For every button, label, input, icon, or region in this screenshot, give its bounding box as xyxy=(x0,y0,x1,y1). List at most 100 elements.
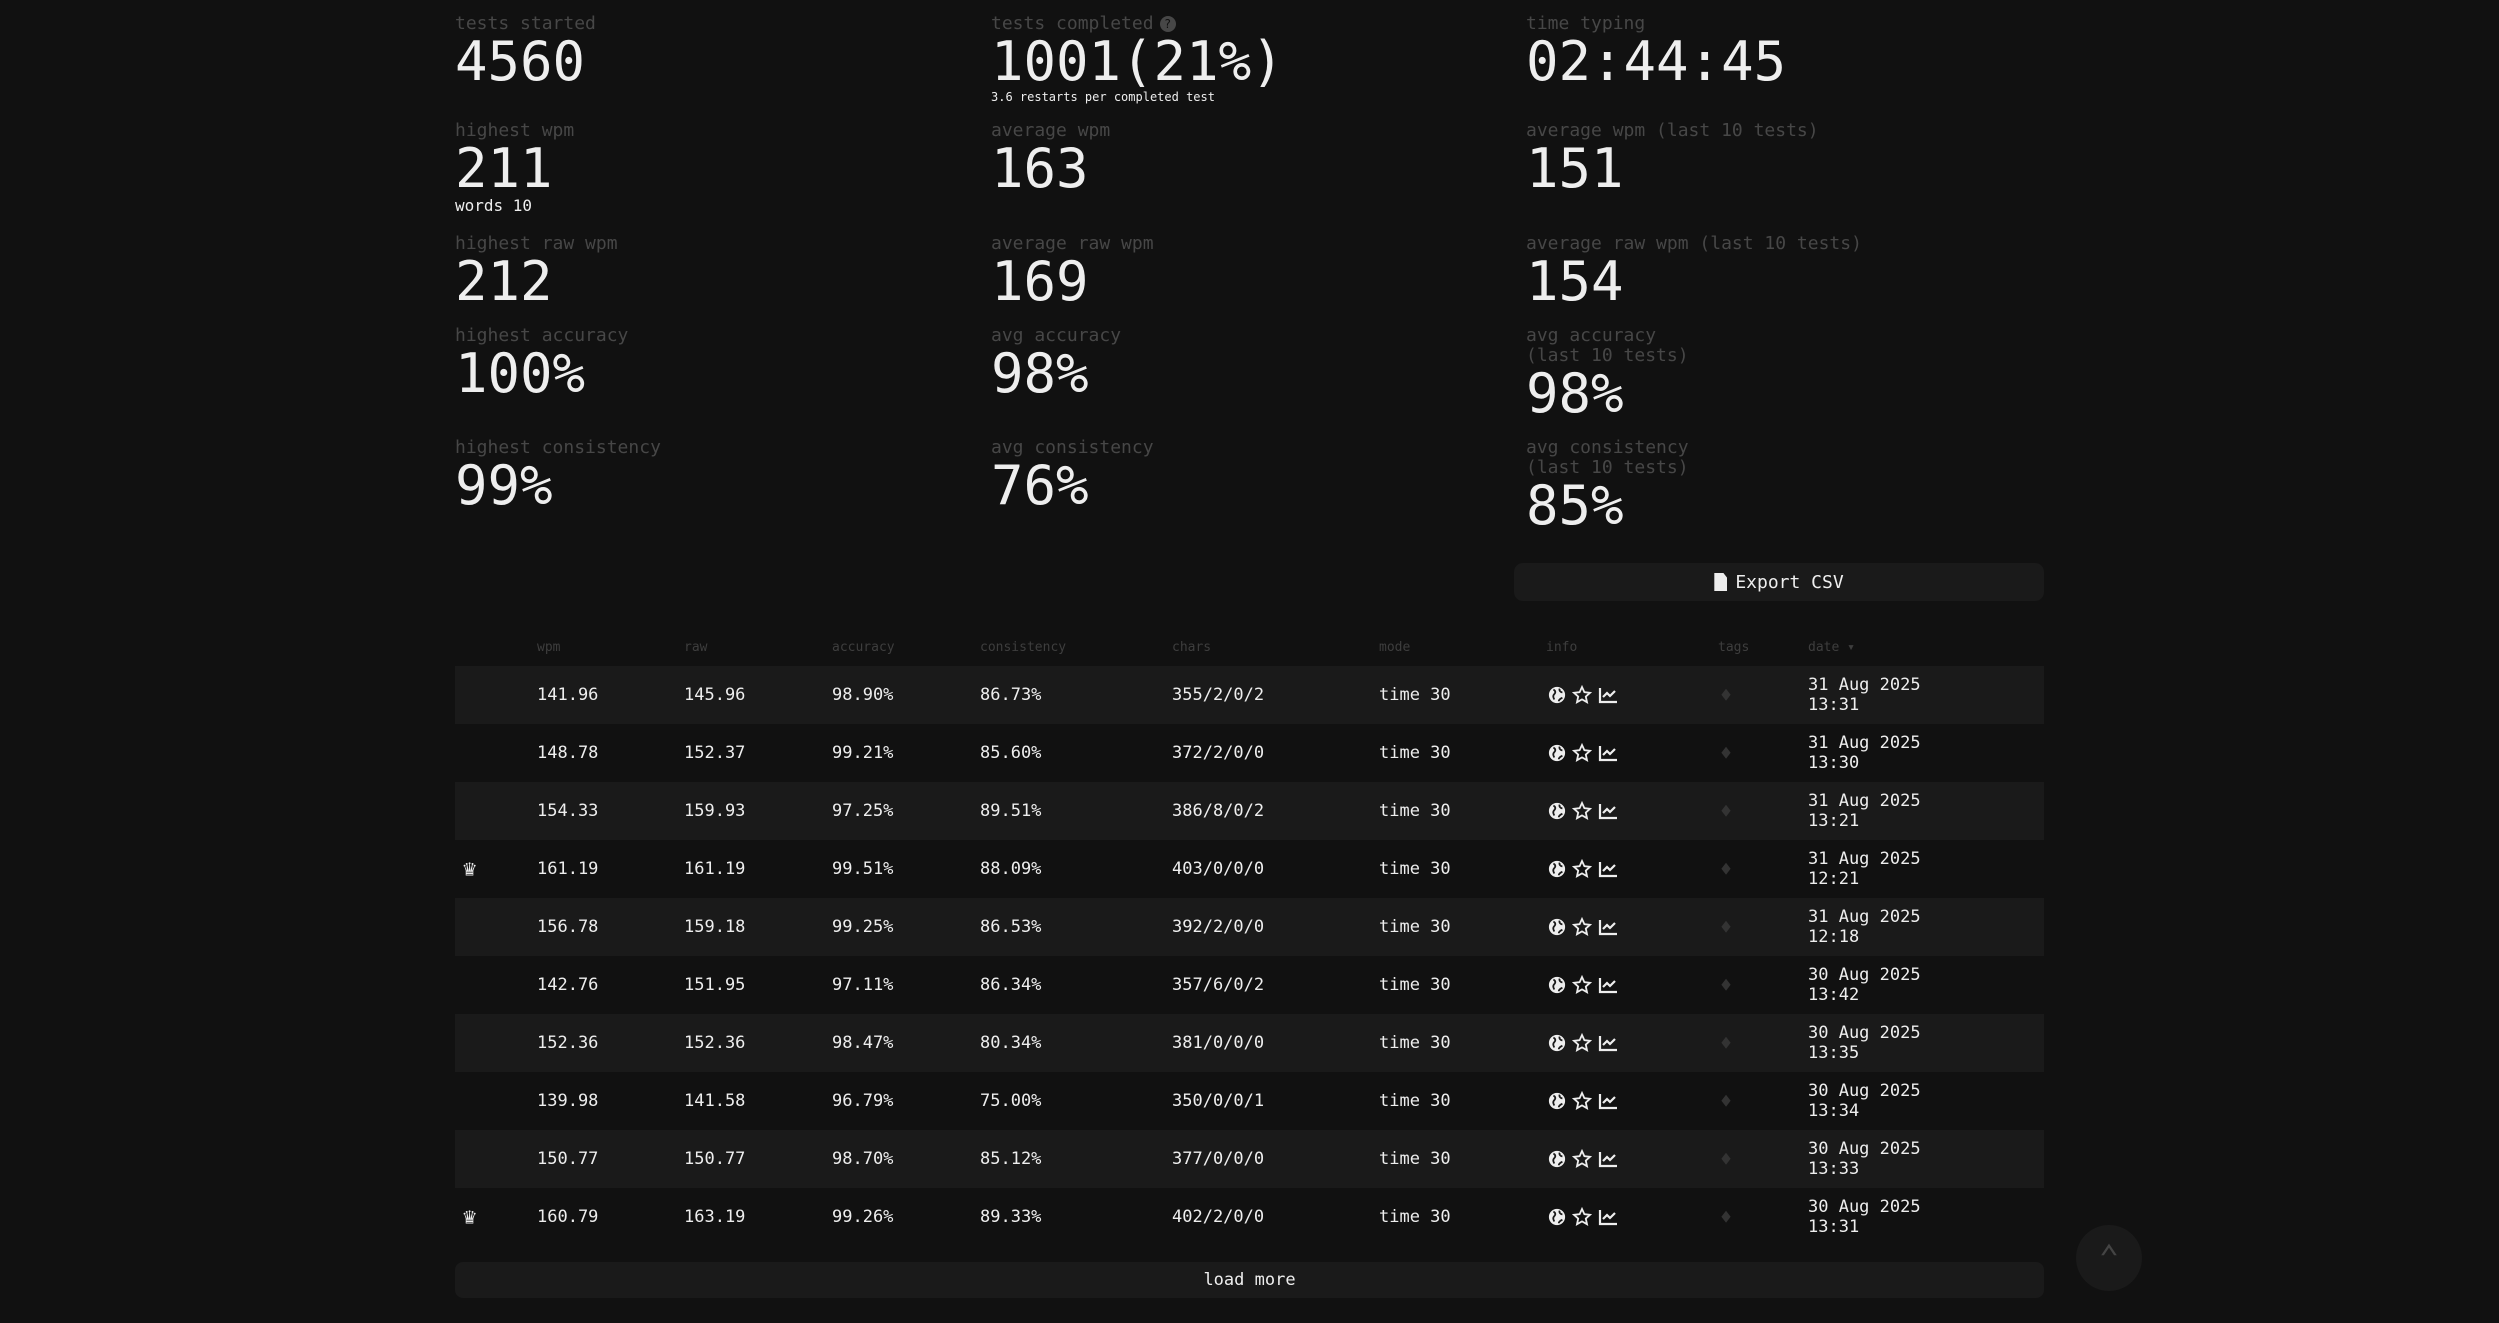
cell-chars: 357/6/0/2 xyxy=(1172,975,1265,995)
header-consistency[interactable]: consistency xyxy=(980,640,1067,655)
stat-label: average wpm xyxy=(991,121,1511,141)
header-raw[interactable]: raw xyxy=(684,640,708,655)
stat-label: highest wpm xyxy=(455,121,975,141)
star-icon[interactable] xyxy=(1572,975,1592,995)
cell-raw: 141.58 xyxy=(684,1091,746,1111)
stat-subtext: words 10 xyxy=(455,196,533,215)
star-icon[interactable] xyxy=(1572,859,1592,879)
stat-label: avg consistency (last 10 tests) xyxy=(1526,438,2046,478)
stat-value: 154 xyxy=(1526,250,1624,313)
stat-label-text: highest raw wpm xyxy=(455,233,618,254)
chart-line-icon[interactable] xyxy=(1598,1150,1618,1168)
cell-wpm: 152.36 xyxy=(537,1033,599,1053)
stat-label-text: avg accuracy (last 10 tests) xyxy=(1526,325,1689,366)
globe-icon[interactable] xyxy=(1548,1092,1566,1110)
star-icon[interactable] xyxy=(1572,685,1592,705)
globe-icon[interactable] xyxy=(1548,860,1566,878)
double-chevron-up-icon: ⌃ xyxy=(2098,1238,2120,1278)
cell-raw: 159.93 xyxy=(684,801,746,821)
cell-consistency: 89.33% xyxy=(980,1207,1042,1227)
chart-line-icon[interactable] xyxy=(1598,686,1618,704)
stat-average-wpm: average wpm 163 xyxy=(991,121,1511,197)
info-icons xyxy=(1548,801,1618,821)
tag-icon[interactable]: ♦ xyxy=(1720,1031,1733,1055)
chart-line-icon[interactable] xyxy=(1598,860,1618,878)
chart-line-icon[interactable] xyxy=(1598,918,1618,936)
chart-line-icon[interactable] xyxy=(1598,1034,1618,1052)
globe-icon[interactable] xyxy=(1548,686,1566,704)
cell-date: 30 Aug 2025 13:42 xyxy=(1808,965,1921,1005)
cell-accuracy: 99.25% xyxy=(832,917,894,937)
tag-icon[interactable]: ♦ xyxy=(1720,973,1733,997)
cell-accuracy: 96.79% xyxy=(832,1091,894,1111)
chart-line-icon[interactable] xyxy=(1598,802,1618,820)
table-header: wpm raw accuracy consistency chars mode … xyxy=(455,640,2044,662)
chart-line-icon[interactable] xyxy=(1598,1208,1618,1226)
cell-accuracy: 99.21% xyxy=(832,743,894,763)
table-row: ♛ 161.19 161.19 99.51% 88.09% 403/0/0/0 time 3… xyxy=(455,840,2044,898)
scroll-to-top-button[interactable]: ⌃ xyxy=(2076,1225,2142,1291)
globe-icon[interactable] xyxy=(1548,1208,1566,1226)
stat-value: 212 xyxy=(455,250,553,313)
stat-label-text: average wpm xyxy=(991,120,1111,141)
header-date-label: date xyxy=(1808,640,1840,655)
stat-label: tests started xyxy=(455,14,975,34)
stat-value: 163 xyxy=(991,137,1089,200)
tag-icon[interactable]: ♦ xyxy=(1720,1147,1733,1171)
chart-line-icon[interactable] xyxy=(1598,744,1618,762)
globe-icon[interactable] xyxy=(1548,918,1566,936)
chart-line-icon[interactable] xyxy=(1598,1092,1618,1110)
tag-icon[interactable]: ♦ xyxy=(1720,1089,1733,1113)
export-csv-button[interactable]: Export CSV xyxy=(1514,563,2044,601)
cell-raw: 159.18 xyxy=(684,917,746,937)
table-row: 142.76 151.95 97.11% 86.34% 357/6/0/2 time 30… xyxy=(455,956,2044,1014)
cell-wpm: 160.79 xyxy=(537,1207,599,1227)
header-accuracy[interactable]: accuracy xyxy=(832,640,895,655)
load-more-button[interactable]: load more xyxy=(455,1262,2044,1298)
cell-wpm: 142.76 xyxy=(537,975,599,995)
tag-icon[interactable]: ♦ xyxy=(1720,915,1733,939)
star-icon[interactable] xyxy=(1572,801,1592,821)
tag-icon[interactable]: ♦ xyxy=(1720,741,1733,765)
globe-icon[interactable] xyxy=(1548,1034,1566,1052)
header-wpm[interactable]: wpm xyxy=(537,640,561,655)
cell-accuracy: 99.51% xyxy=(832,859,894,879)
stat-label: avg consistency xyxy=(991,438,1511,458)
globe-icon[interactable] xyxy=(1548,1150,1566,1168)
star-icon[interactable] xyxy=(1572,1149,1592,1169)
star-icon[interactable] xyxy=(1572,1091,1592,1111)
star-icon[interactable] xyxy=(1572,1033,1592,1053)
cell-mode: time 30 xyxy=(1379,917,1451,937)
stat-value: 100% xyxy=(455,342,586,405)
tag-icon[interactable]: ♦ xyxy=(1720,799,1733,823)
stat-value: 169 xyxy=(991,250,1089,313)
stat-subtext: 3.6 restarts per completed test xyxy=(991,90,1215,104)
info-icons xyxy=(1548,917,1618,937)
stat-average-raw-wpm-last-10-tests: average raw wpm (last 10 tests) 154 xyxy=(1526,234,2046,310)
globe-icon[interactable] xyxy=(1548,744,1566,762)
star-icon[interactable] xyxy=(1572,917,1592,937)
globe-icon[interactable] xyxy=(1548,976,1566,994)
date-day: 31 Aug 2025 xyxy=(1808,849,1921,869)
cell-consistency: 85.12% xyxy=(980,1149,1042,1169)
cell-wpm: 148.78 xyxy=(537,743,599,763)
date-time: 13:31 xyxy=(1808,695,1860,715)
star-icon[interactable] xyxy=(1572,743,1592,763)
tag-icon[interactable]: ♦ xyxy=(1720,1205,1733,1229)
globe-icon[interactable] xyxy=(1548,802,1566,820)
cell-chars: 392/2/0/0 xyxy=(1172,917,1265,937)
header-date[interactable]: date ▾ xyxy=(1808,640,1855,655)
header-mode[interactable]: mode xyxy=(1379,640,1411,655)
star-icon[interactable] xyxy=(1572,1207,1592,1227)
stat-value: 1001(21%) xyxy=(991,30,1284,93)
header-chars[interactable]: chars xyxy=(1172,640,1212,655)
stat-label-text: avg accuracy xyxy=(991,325,1122,346)
cell-consistency: 89.51% xyxy=(980,801,1042,821)
date-time: 13:30 xyxy=(1808,753,1860,773)
help-icon[interactable]: ? xyxy=(1159,16,1176,32)
stat-highest-consistency: highest consistency 99% xyxy=(455,438,975,514)
load-more-label: load more xyxy=(1203,1270,1296,1290)
tag-icon[interactable]: ♦ xyxy=(1720,857,1733,881)
tag-icon[interactable]: ♦ xyxy=(1720,683,1733,707)
chart-line-icon[interactable] xyxy=(1598,976,1618,994)
